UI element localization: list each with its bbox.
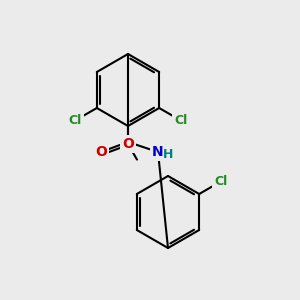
- Text: O: O: [95, 145, 107, 159]
- Text: H: H: [163, 148, 173, 161]
- Text: N: N: [152, 145, 164, 159]
- Text: Cl: Cl: [174, 114, 188, 127]
- Text: Cl: Cl: [214, 175, 227, 188]
- Text: Cl: Cl: [68, 114, 82, 127]
- Text: O: O: [122, 137, 134, 151]
